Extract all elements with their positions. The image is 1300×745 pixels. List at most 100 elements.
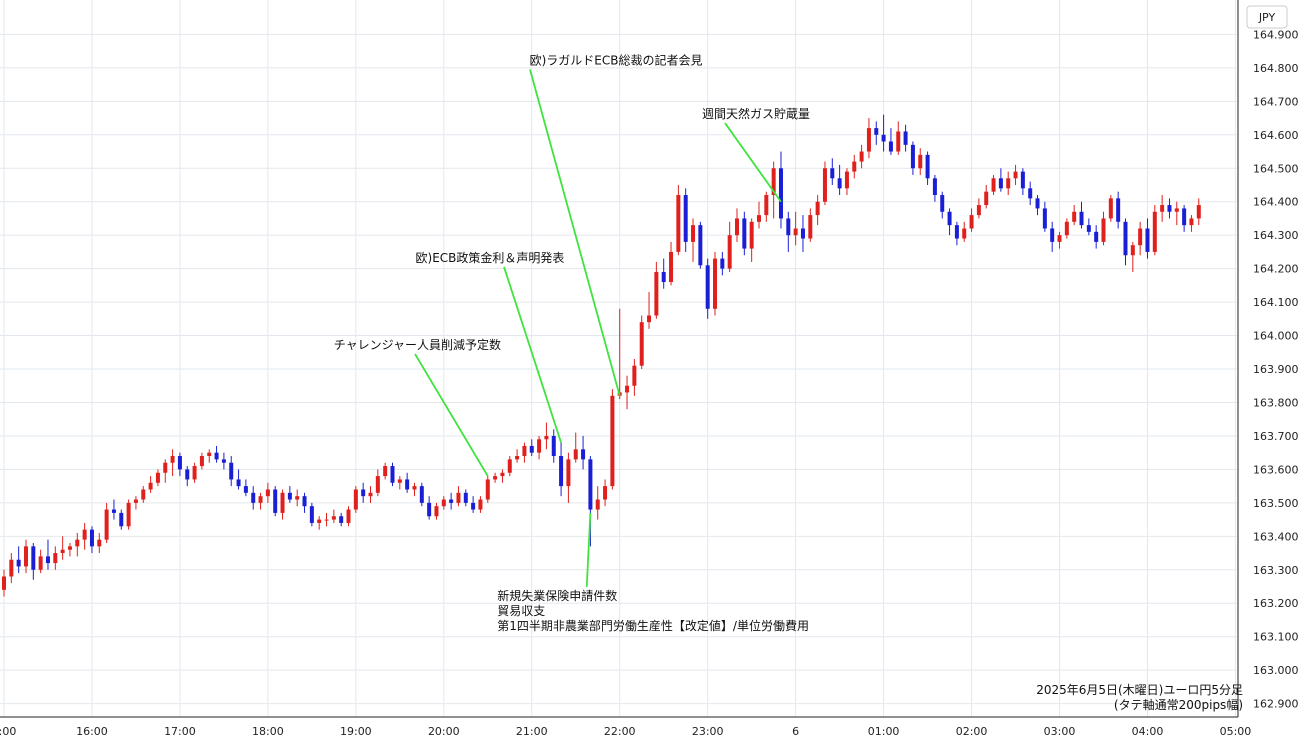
annotation: 週間天然ガス貯蔵量 [702,106,810,203]
candle-body [60,549,65,554]
candle-body [75,539,80,547]
x-tick-label: 6 [792,725,799,738]
candle-body [1064,221,1069,236]
candle [1072,205,1077,226]
candle-body [998,178,1003,189]
y-tick-label: 163.100 [1253,631,1299,644]
x-tick-label: 03:00 [1044,725,1076,738]
candle [632,358,637,396]
candle-body [793,228,798,236]
candle-body [1006,178,1011,189]
candle [581,435,586,470]
candle [976,198,981,219]
y-tick-label: 163.800 [1253,396,1299,409]
candle [434,502,439,520]
candle [23,539,28,574]
candle-body [390,466,395,483]
candle-body [1174,208,1179,212]
annotation-leader [503,266,562,443]
candle-body [778,168,783,219]
candle-body [207,452,212,457]
candle [1101,211,1106,246]
x-tick-label: 02:00 [956,725,988,738]
candle [339,512,344,527]
candle [89,526,94,554]
candle-body [119,512,124,527]
candle [346,506,351,527]
candle [727,221,732,272]
candle [991,174,996,196]
candle-body [969,215,974,229]
candle-body [141,489,146,500]
candle-body [713,258,718,309]
y-tick-label: 163.600 [1253,463,1299,476]
candle [295,489,300,507]
candle [148,476,153,493]
event-annotations: 欧)ラガルドECB総裁の記者会見週間天然ガス貯蔵量欧)ECB政策金利＆声明発表チ… [334,53,810,633]
candle [764,191,769,222]
candle [31,543,36,580]
candle [786,211,791,252]
candle-body [1028,188,1033,199]
candle [1167,198,1172,219]
candle [16,546,21,574]
candle-body [647,315,652,323]
candle [1138,221,1143,256]
candle [837,164,842,196]
candle-body [236,479,241,487]
candle [133,496,138,510]
candle-body [265,489,270,497]
candle-body [1079,211,1084,226]
candle-body [23,546,28,567]
candle-body [434,506,439,517]
candle [419,482,424,507]
candle [720,251,725,276]
candle [170,449,175,477]
candle [1057,231,1062,249]
candle [2,569,6,597]
candle-body [551,435,556,457]
candle [515,449,520,463]
x-tick-label: 5:00 [0,725,16,738]
candle [280,489,285,520]
candle-body [1138,228,1143,246]
candle-body [353,489,358,510]
candle [38,549,43,574]
candle-body [148,482,153,490]
candle-body [940,195,945,212]
candle-body [852,161,857,172]
candle [647,292,652,329]
candle-body [581,449,586,460]
price-axis[interactable]: 162.900 163.000 163.100 163.200 163.300 163.4… [1237,0,1299,717]
candle-body [177,456,182,470]
candle [808,208,813,242]
candle-body [888,141,893,152]
candle [353,486,358,513]
candle [881,114,886,152]
candle-body [837,178,842,189]
candle [126,499,131,530]
candle-body [287,492,292,500]
candle-body [273,489,278,513]
caption-line: (タテ軸通常200pips幅) [1114,697,1243,712]
candle-body [441,499,446,507]
annotation-text: 新規失業保険申請件数 [497,588,617,603]
candle-body [610,395,615,487]
candle [111,499,116,520]
candle-body [808,215,813,239]
candle [302,492,307,513]
candle-body [126,502,131,527]
candle-body [515,456,520,460]
candle-body [405,479,410,490]
candle-body [1101,218,1106,242]
candle [998,168,1003,192]
time-axis[interactable]: 5:00 16:00 17:00 18:00 19:00 20:00 21:00 22:00 2… [0,716,1251,738]
candle [705,258,710,319]
candle [1079,201,1084,229]
candle-body [302,496,307,507]
candle-body [412,486,417,490]
candle-body [1094,231,1099,242]
candle [97,532,102,554]
y-tick-label: 164.500 [1253,162,1299,175]
candle [1064,218,1069,239]
